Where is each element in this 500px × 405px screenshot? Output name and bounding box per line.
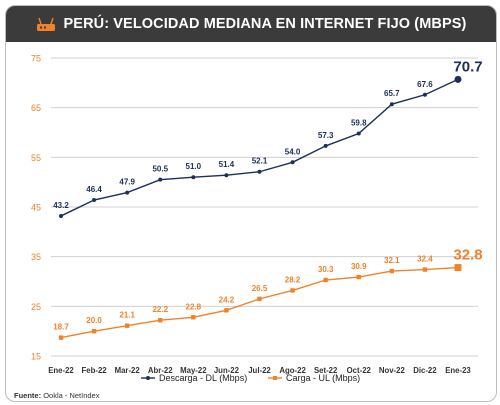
data-label: 20.0 <box>86 316 102 325</box>
data-point <box>323 277 328 283</box>
data-label: 54.0 <box>285 147 301 156</box>
x-tick-label: Ago-22 <box>279 366 306 375</box>
data-label: 32.8 <box>453 247 482 264</box>
data-point <box>191 315 196 320</box>
data-point <box>290 288 295 293</box>
data-label: 70.7 <box>453 58 482 75</box>
line-chart: 15 25 35 45 55 65 75 Ene-22 Feb-22 Mar-22 Abr-22 Ma… <box>31 54 483 384</box>
legend-label: Descarga - DL (Mbps) <box>159 373 247 383</box>
data-label: 26.5 <box>252 284 268 293</box>
data-label: 67.6 <box>417 80 433 89</box>
data-point <box>257 169 262 174</box>
y-tick-label: 45 <box>31 203 41 213</box>
data-point <box>59 213 63 218</box>
series-line <box>60 266 459 339</box>
data-point <box>290 160 295 165</box>
data-point <box>91 328 97 334</box>
data-label: 57.3 <box>318 131 334 140</box>
x-tick-label: Jun-22 <box>214 366 240 375</box>
data-label: 30.3 <box>318 265 334 274</box>
data-label: 24.2 <box>219 295 235 304</box>
data-point <box>323 143 328 148</box>
source-note: Fuente: Ookla - NetIndex <box>14 391 99 400</box>
x-tick-label: Set-22 <box>314 366 338 375</box>
x-tick-label: Jul-22 <box>248 366 271 375</box>
data-label: 18.7 <box>53 323 69 332</box>
data-label: 30.9 <box>351 262 367 271</box>
data-label: 59.8 <box>351 118 367 127</box>
x-tick-label: May-22 <box>180 366 207 375</box>
x-tick-label: Feb-22 <box>82 366 108 375</box>
data-point <box>454 264 462 272</box>
data-point <box>389 268 395 274</box>
data-point <box>58 335 64 340</box>
source-text: Ookla - NetIndex <box>43 391 100 400</box>
data-point <box>158 318 163 323</box>
data-label: 51.4 <box>219 160 235 169</box>
data-point <box>389 102 394 107</box>
data-label: 43.2 <box>53 201 69 210</box>
title-bar: PERÚ: VELOCIDAD MEDIANA EN INTERNET FIJO… <box>6 6 496 42</box>
x-tick-label: Oct-22 <box>347 366 372 375</box>
series-line <box>60 78 459 217</box>
data-point <box>422 92 427 97</box>
legend-marker <box>146 376 150 380</box>
data-label: 65.7 <box>384 89 400 98</box>
x-tick-label: Ene-23 <box>445 366 471 375</box>
data-label: 32.1 <box>384 256 400 265</box>
data-point <box>125 190 130 195</box>
data-point <box>257 296 262 302</box>
data-label: 50.5 <box>152 165 168 174</box>
data-label: 46.4 <box>86 185 102 194</box>
data-point <box>356 274 361 280</box>
data-label: 21.1 <box>119 311 135 320</box>
chart-title: PERÚ: VELOCIDAD MEDIANA EN INTERNET FIJO… <box>63 16 467 32</box>
data-point <box>158 177 163 182</box>
chart-card: PERÚ: VELOCIDAD MEDIANA EN INTERNET FIJO… <box>5 5 497 402</box>
data-point <box>224 173 229 178</box>
data-label: 52.1 <box>252 157 268 166</box>
data-point <box>454 75 462 83</box>
data-point <box>356 131 361 136</box>
source-label: Fuente: <box>14 391 42 400</box>
data-label: 32.4 <box>417 255 433 264</box>
x-tick-label: Abr-22 <box>148 366 173 375</box>
data-point <box>191 175 196 180</box>
x-tick-label: Mar-22 <box>115 366 141 375</box>
y-tick-label: 15 <box>31 352 41 362</box>
y-tick-label: 55 <box>31 153 41 163</box>
data-label: 22.8 <box>186 302 202 311</box>
x-tick-label: Dic-22 <box>413 366 437 375</box>
y-tick-label: 35 <box>31 252 41 262</box>
y-tick-label: 65 <box>31 103 41 113</box>
router-icon <box>36 17 55 31</box>
data-label: 28.2 <box>285 275 301 284</box>
data-label: 51.0 <box>186 162 202 171</box>
data-point <box>124 323 130 328</box>
y-tick-label: 25 <box>31 302 41 312</box>
data-point <box>422 267 428 272</box>
data-label: 47.9 <box>119 178 135 187</box>
legend-label: Carga - UL (Mbps) <box>286 373 360 383</box>
data-point <box>92 198 97 203</box>
y-tick-label: 75 <box>31 54 41 64</box>
data-label: 22.2 <box>152 305 168 314</box>
data-point <box>224 308 229 313</box>
x-tick-label: Nov-22 <box>379 366 406 375</box>
legend-marker <box>273 376 277 380</box>
x-tick-label: Ene-22 <box>48 366 74 375</box>
